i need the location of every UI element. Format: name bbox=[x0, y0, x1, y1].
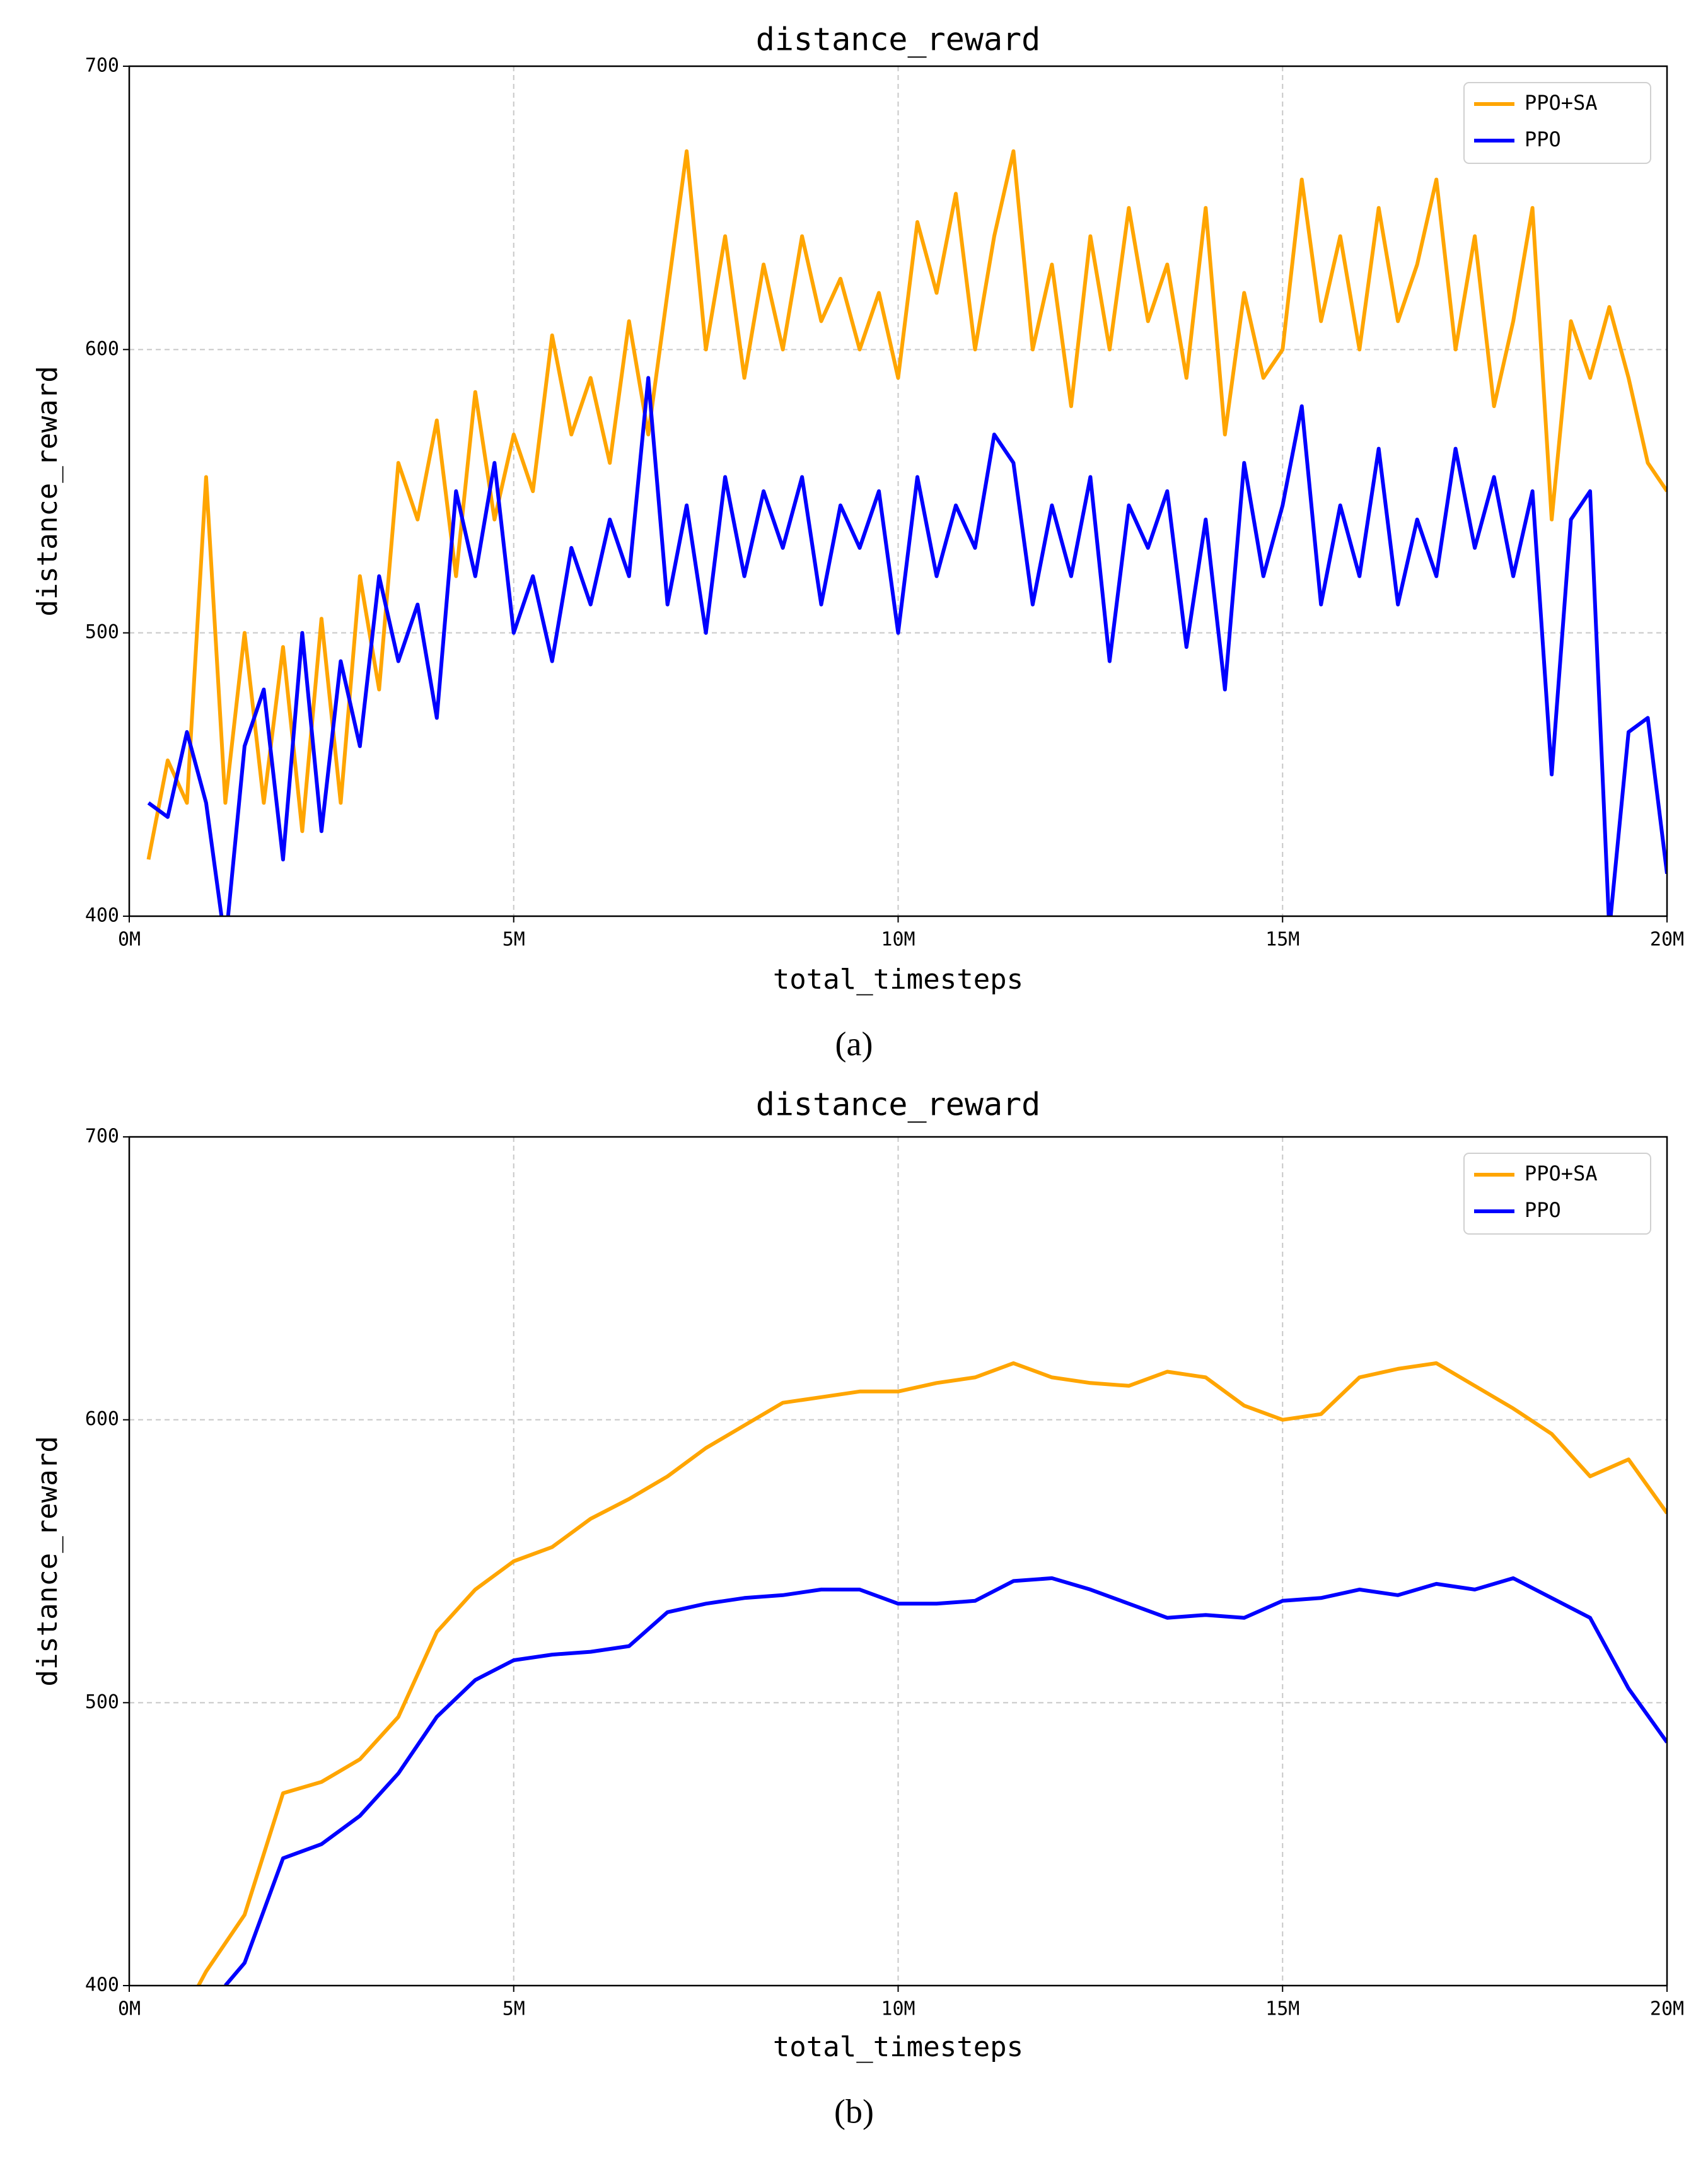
chart: 0M 5M 10M 15M 20M 400 500 600 700 distance_reward… bbox=[32, 21, 1684, 1063]
y-axis-label: distance_reward bbox=[32, 1436, 64, 1686]
x-tick-label: 10M bbox=[881, 929, 915, 951]
x-tick-label: 5M bbox=[503, 929, 525, 951]
chart-title: distance_reward bbox=[756, 21, 1041, 58]
caption: (a) bbox=[835, 1025, 873, 1062]
x-axis-label: total_timesteps bbox=[773, 2031, 1023, 2063]
legend-label: PPO+SA bbox=[1525, 91, 1598, 115]
data-line bbox=[147, 376, 1667, 916]
y-tick-label: 500 bbox=[85, 1691, 119, 1713]
data-line bbox=[224, 1576, 1667, 1986]
x-tick-label: 20M bbox=[1650, 929, 1684, 951]
chart: 0M 5M 10M 15M 20M 400 500 600 700 distance_reward… bbox=[32, 1086, 1684, 2131]
y-axis-label: distance_reward bbox=[32, 366, 64, 616]
x-tick-label: 0M bbox=[118, 1998, 141, 2020]
y-tick-label: 600 bbox=[85, 338, 119, 360]
x-tick-label: 5M bbox=[503, 1998, 525, 2020]
legend-label: PPO+SA bbox=[1525, 1161, 1598, 1185]
caption: (b) bbox=[834, 2092, 874, 2130]
y-tick-label: 600 bbox=[85, 1408, 119, 1430]
x-axis-label: total_timesteps bbox=[773, 963, 1023, 996]
chart-title: distance_reward bbox=[756, 1086, 1041, 1123]
x-tick-label: 20M bbox=[1650, 1998, 1684, 2020]
x-tick-label: 15M bbox=[1265, 929, 1299, 951]
plot-frame bbox=[128, 1136, 1668, 1987]
legend-label: PPO bbox=[1525, 1198, 1561, 1222]
x-tick-label: 15M bbox=[1265, 1998, 1299, 2020]
y-tick-label: 700 bbox=[85, 1126, 119, 1148]
x-tick-label: 10M bbox=[881, 1998, 915, 2020]
y-tick-label: 400 bbox=[85, 1974, 119, 1996]
legend-label: PPO bbox=[1525, 127, 1561, 151]
y-tick-label: 700 bbox=[85, 55, 119, 77]
plot-frame bbox=[128, 65, 1668, 917]
data-line bbox=[146, 149, 1667, 860]
y-tick-label: 500 bbox=[85, 621, 119, 643]
x-tick-label: 0M bbox=[118, 929, 141, 951]
y-tick-label: 400 bbox=[85, 905, 119, 927]
data-line bbox=[197, 1361, 1667, 1986]
